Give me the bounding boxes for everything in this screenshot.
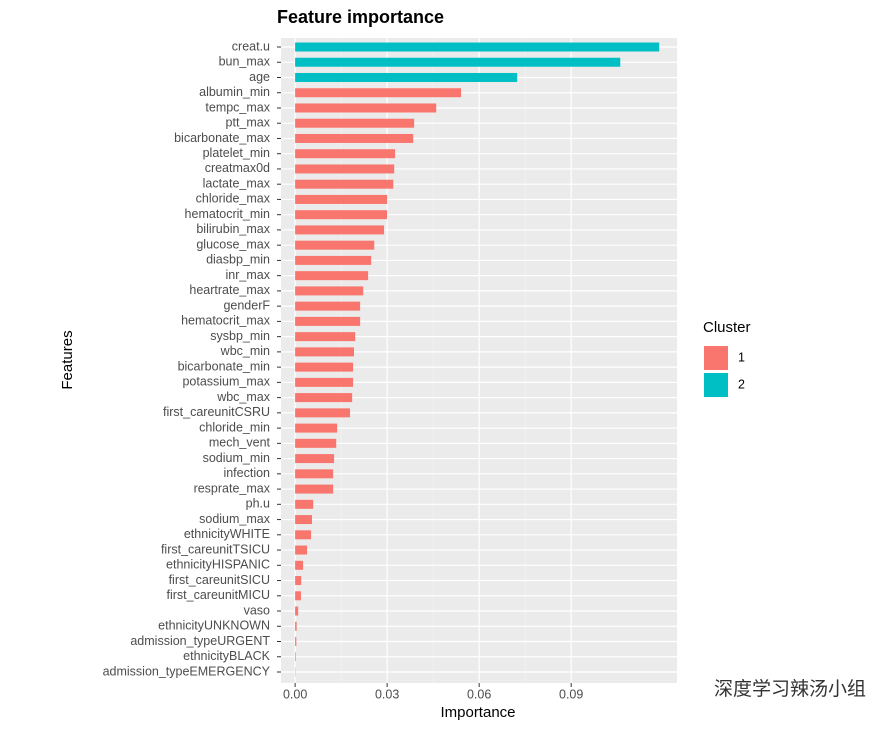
x-tick-label: 0.06 xyxy=(467,687,491,701)
y-tick-label: genderF xyxy=(223,298,270,312)
bar xyxy=(295,225,385,235)
y-tick-label: first_careunitTSICU xyxy=(161,542,270,556)
bar xyxy=(295,530,312,540)
bar xyxy=(295,240,375,250)
bar xyxy=(295,499,314,509)
bar xyxy=(295,545,308,555)
y-tick-label: ethnicityHISPANIC xyxy=(166,558,270,572)
y-tick-label: lactate_max xyxy=(203,176,271,190)
bar xyxy=(295,255,372,265)
bar xyxy=(295,637,297,647)
y-tick-label: creatmax0d xyxy=(205,161,270,175)
y-tick-label: sodium_min xyxy=(203,451,270,465)
y-tick-label: heartrate_max xyxy=(189,283,270,297)
x-tick-label: 0.00 xyxy=(283,687,307,701)
y-tick-label: first_careunitCSRU xyxy=(163,405,270,419)
bar xyxy=(295,118,415,128)
legend-key xyxy=(704,373,728,397)
y-axis-title: Features xyxy=(59,330,76,389)
bar xyxy=(295,286,364,296)
bar xyxy=(295,652,296,662)
bar xyxy=(295,621,297,631)
bar xyxy=(295,271,369,281)
x-tick-label: 0.03 xyxy=(375,687,399,701)
y-tick-label: wbc_min xyxy=(220,344,270,358)
y-tick-label: chloride_max xyxy=(196,192,271,206)
bar xyxy=(295,332,356,342)
bar xyxy=(295,454,335,464)
y-tick-label: ph.u xyxy=(246,497,270,511)
bar xyxy=(295,149,396,159)
y-tick-label: tempc_max xyxy=(205,100,270,114)
y-tick-label: diasbp_min xyxy=(206,253,270,267)
y-tick-label: albumin_min xyxy=(199,85,270,99)
legend-key xyxy=(704,346,728,370)
bar xyxy=(295,576,302,586)
y-tick-label: first_careunitMICU xyxy=(167,588,271,602)
bar xyxy=(295,194,388,204)
y-tick-label: admission_typeEMERGENCY xyxy=(103,664,271,678)
bar xyxy=(295,57,621,67)
x-axis-title: Importance xyxy=(440,704,515,721)
bar xyxy=(295,377,354,387)
bar xyxy=(295,164,395,174)
bar xyxy=(295,606,299,616)
y-tick-label: ethnicityBLACK xyxy=(183,649,271,663)
y-tick-label: creat.u xyxy=(232,39,270,53)
y-tick-label: bun_max xyxy=(219,55,271,69)
y-tick-label: bicarbonate_min xyxy=(178,359,270,373)
y-tick-label: infection xyxy=(223,466,270,480)
bar xyxy=(295,347,355,357)
y-tick-label: resprate_max xyxy=(194,481,271,495)
y-tick-label: ethnicityUNKNOWN xyxy=(158,619,270,633)
y-tick-label: sysbp_min xyxy=(210,329,270,343)
y-tick-label: mech_vent xyxy=(209,436,271,450)
legend-label: 1 xyxy=(738,350,745,364)
watermark: 深度学习辣汤小组 xyxy=(714,678,866,700)
bar xyxy=(295,316,361,326)
y-tick-label: hematocrit_min xyxy=(185,207,270,221)
y-tick-label: chloride_min xyxy=(199,420,270,434)
y-tick-label: bilirubin_max xyxy=(196,222,270,236)
y-tick-label: age xyxy=(249,70,270,84)
y-tick-label: admission_typeURGENT xyxy=(130,634,270,648)
bar xyxy=(295,133,414,143)
bar xyxy=(295,210,388,220)
y-tick-label: wbc_max xyxy=(216,390,271,404)
bar xyxy=(295,42,660,52)
y-tick-label: vaso xyxy=(244,603,270,617)
bar xyxy=(295,560,304,570)
y-tick-label: potassium_max xyxy=(182,375,270,389)
bar xyxy=(295,469,334,479)
bar xyxy=(295,591,301,601)
bar xyxy=(295,423,338,433)
y-tick-label: first_careunitSICU xyxy=(169,573,270,587)
y-tick-label: hematocrit_max xyxy=(181,314,271,328)
bar xyxy=(295,408,351,418)
bar xyxy=(295,88,462,98)
y-tick-label: ptt_max xyxy=(226,116,271,130)
bar xyxy=(295,179,394,189)
legend-label: 2 xyxy=(738,377,745,391)
bar xyxy=(295,515,312,525)
bar xyxy=(295,362,354,372)
y-tick-label: sodium_max xyxy=(199,512,271,526)
chart-title: Feature importance xyxy=(277,7,444,27)
bar xyxy=(295,72,518,82)
y-tick-label: glucose_max xyxy=(196,237,270,251)
bar xyxy=(295,393,353,403)
bar xyxy=(295,103,437,113)
bar xyxy=(295,438,337,448)
y-tick-label: bicarbonate_max xyxy=(174,131,271,145)
y-tick-label: platelet_min xyxy=(203,146,270,160)
x-tick-label: 0.09 xyxy=(559,687,583,701)
bar xyxy=(295,301,361,311)
y-tick-label: inr_max xyxy=(226,268,271,282)
bar xyxy=(295,484,334,494)
y-tick-label: ethnicityWHITE xyxy=(184,527,270,541)
legend-title: Cluster xyxy=(703,319,751,336)
